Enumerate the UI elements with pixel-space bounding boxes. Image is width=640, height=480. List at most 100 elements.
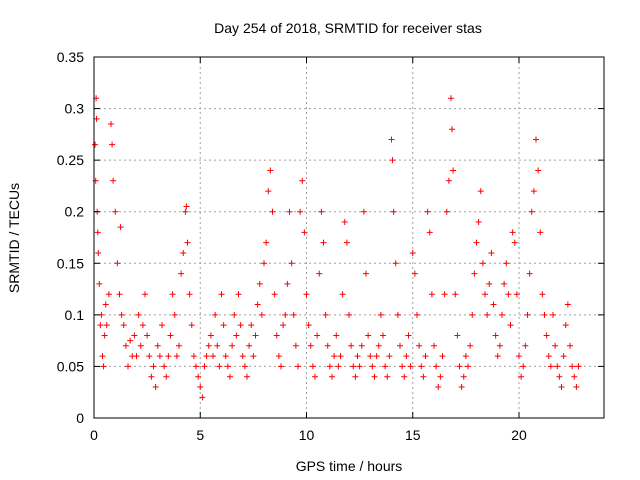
data-point: [337, 353, 344, 360]
data-point: [348, 342, 355, 349]
data-point: [290, 311, 297, 318]
data-point: [482, 291, 488, 298]
data-point: [292, 342, 299, 349]
data-point: [471, 270, 478, 277]
data-point: [494, 353, 501, 360]
data-point: [439, 353, 446, 360]
data-points: [92, 95, 582, 401]
data-point: [371, 373, 378, 380]
data-point: [267, 167, 274, 174]
data-point: [450, 167, 457, 174]
data-point: [152, 384, 159, 391]
data-point: [231, 311, 238, 318]
data-point: [575, 363, 582, 370]
x-tick-label: 20: [511, 427, 527, 443]
data-point: [499, 311, 505, 318]
data-point: [139, 322, 146, 329]
data-point: [452, 291, 459, 298]
y-tick-label: 0.1: [65, 307, 85, 323]
data-point: [492, 332, 499, 339]
data-point: [496, 342, 503, 349]
data-point: [513, 291, 520, 298]
data-point: [118, 311, 125, 318]
data-point: [254, 301, 261, 308]
data-point: [405, 332, 412, 339]
axis-ticks: [93, 56, 604, 419]
data-point: [135, 311, 142, 318]
data-point: [190, 353, 197, 360]
data-point: [182, 208, 189, 215]
data-point: [386, 353, 393, 360]
data-point: [286, 208, 293, 215]
data-point: [284, 280, 291, 287]
data-point: [443, 208, 450, 215]
data-point: [159, 322, 165, 329]
data-point: [169, 291, 176, 298]
x-tick-labels: 0 5 10 15 20: [90, 427, 527, 443]
data-point: [229, 342, 236, 349]
data-point: [96, 280, 103, 287]
data-point: [216, 363, 223, 370]
data-point: [218, 291, 225, 298]
data-point: [545, 353, 552, 360]
data-point: [428, 291, 435, 298]
data-point: [356, 363, 363, 370]
data-point: [120, 322, 127, 329]
data-point: [547, 363, 554, 370]
data-point: [250, 353, 257, 360]
data-point: [343, 239, 350, 246]
data-point: [205, 342, 212, 349]
data-point: [146, 353, 153, 360]
data-point: [539, 291, 546, 298]
data-point: [433, 363, 440, 370]
data-point: [307, 342, 314, 349]
data-point: [465, 363, 471, 370]
data-point: [195, 373, 202, 380]
data-point: [533, 136, 539, 143]
data-point: [416, 342, 423, 349]
data-point: [543, 332, 550, 339]
data-point: [564, 301, 571, 308]
data-point: [449, 126, 456, 133]
data-point: [414, 311, 420, 318]
data-point: [184, 239, 191, 246]
data-point: [394, 311, 401, 318]
data-point: [97, 322, 104, 329]
data-point: [571, 373, 578, 380]
data-point: [479, 260, 486, 267]
data-point: [467, 342, 474, 349]
data-point: [399, 363, 406, 370]
data-point: [125, 363, 131, 370]
data-point: [360, 208, 367, 215]
data-point: [377, 311, 384, 318]
data-point: [460, 373, 467, 380]
data-point: [131, 332, 138, 339]
data-point: [331, 353, 338, 360]
data-point: [280, 322, 287, 329]
data-point: [537, 229, 544, 236]
data-point: [127, 337, 134, 344]
data-point: [403, 353, 410, 360]
data-point: [518, 373, 525, 380]
data-point: [258, 311, 265, 318]
data-point: [241, 363, 248, 370]
data-point: [210, 353, 216, 360]
data-point: [426, 229, 433, 236]
plot-frame: [93, 56, 605, 419]
data-point: [375, 342, 382, 349]
data-point: [103, 322, 110, 329]
data-point: [322, 311, 329, 318]
data-point: [333, 332, 340, 339]
data-point: [305, 322, 312, 329]
data-point: [224, 363, 231, 370]
data-point: [263, 239, 270, 246]
data-point: [102, 301, 109, 308]
data-point: [437, 373, 444, 380]
data-point: [261, 260, 267, 267]
data-point: [171, 311, 178, 318]
data-point: [94, 229, 101, 236]
data-point: [401, 373, 408, 380]
data-point: [154, 342, 161, 349]
data-point: [201, 363, 208, 370]
data-point: [530, 188, 537, 195]
